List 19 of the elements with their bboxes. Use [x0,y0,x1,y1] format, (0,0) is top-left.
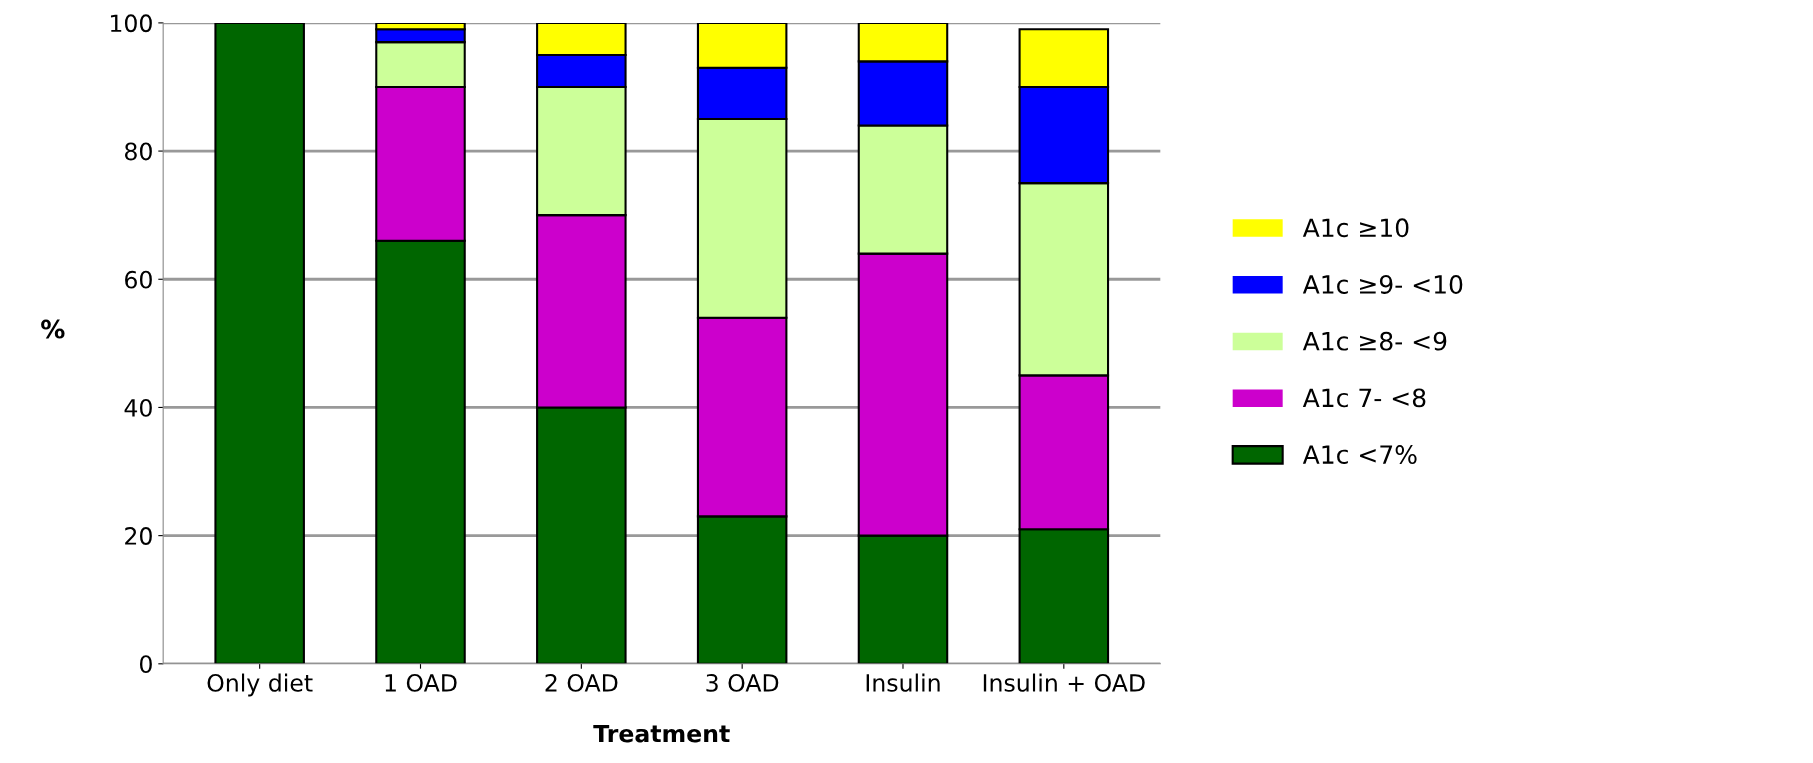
y-tick-label: 100 [110,14,152,33]
legend-label: A1c ≥10 [1302,218,1409,238]
x-tick-label: Insulin + OAD [983,673,1145,692]
y-axis-title: % [41,319,65,339]
x-axis-title: Treatment [593,724,730,743]
legend-label: A1c ≥9- <10 [1302,275,1463,294]
x-tick-label: 3 OAD [706,673,779,692]
legend-label: A1c <7% [1302,445,1417,464]
y-tick-label: 20 [125,527,152,545]
y-tick-label: 0 [139,655,152,674]
y-tick-label: 80 [125,142,152,161]
y-tick-label: 60 [125,270,152,289]
y-tick-label: 40 [124,398,152,417]
x-tick-label: 1 OAD [385,673,457,692]
x-tick-label: Insulin [866,673,940,692]
legend-label: A1c 7- <8 [1302,388,1426,408]
x-tick-label: 2 OAD [545,673,618,692]
x-tick-label: Only diet [207,673,313,697]
legend-label: A1c ≥8- <9 [1302,331,1447,351]
